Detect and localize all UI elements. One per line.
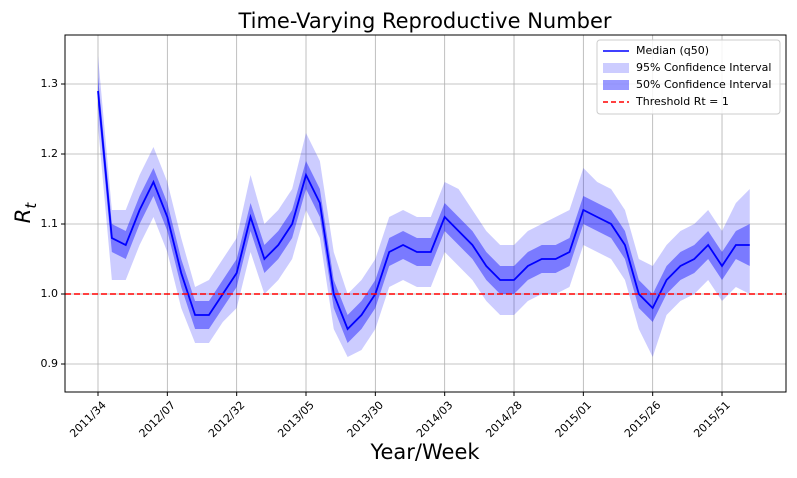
x-tick-label: 2015/26 — [622, 399, 664, 441]
y-tick-label: 0.9 — [41, 357, 59, 370]
x-axis-label: Year/Week — [369, 440, 480, 464]
legend-label: Median (q50) — [636, 44, 709, 57]
x-tick-label: 2014/28 — [483, 399, 525, 441]
legend-swatch — [603, 63, 629, 73]
x-tick-label: 2015/51 — [691, 399, 733, 441]
legend-label: 95% Confidence Interval — [636, 61, 771, 74]
y-tick-label: 1.3 — [41, 77, 59, 90]
plot-frame — [64, 34, 787, 393]
legend-label: Threshold Rt = 1 — [635, 95, 729, 108]
confidence-band — [98, 56, 750, 357]
x-tick-label: 2012/07 — [137, 399, 179, 441]
x-tick-label: 2012/32 — [206, 399, 248, 441]
legend-swatch — [603, 80, 629, 90]
x-tick-label: 2011/34 — [67, 399, 109, 441]
y-tick-label: 1.1 — [41, 217, 59, 230]
legend-box — [596, 39, 781, 115]
y-axis-label: Rt — [11, 202, 40, 224]
x-tick-label: 2015/01 — [553, 399, 595, 441]
median-line — [97, 90, 750, 331]
x-tick-label: 2013/30 — [345, 399, 387, 441]
x-tick-label: 2013/05 — [275, 399, 317, 441]
confidence-band — [98, 77, 750, 343]
y-tick-label: 1.2 — [41, 147, 59, 160]
y-tick-label: 1.0 — [41, 287, 59, 300]
chart-title: Time-Varying Reproductive Number — [237, 9, 611, 33]
y-axis-label-subscript: t — [22, 202, 40, 209]
legend-label: 50% Confidence Interval — [636, 78, 771, 91]
y-axis-label-main: R — [11, 209, 35, 224]
x-tick-label: 2014/03 — [414, 399, 456, 441]
